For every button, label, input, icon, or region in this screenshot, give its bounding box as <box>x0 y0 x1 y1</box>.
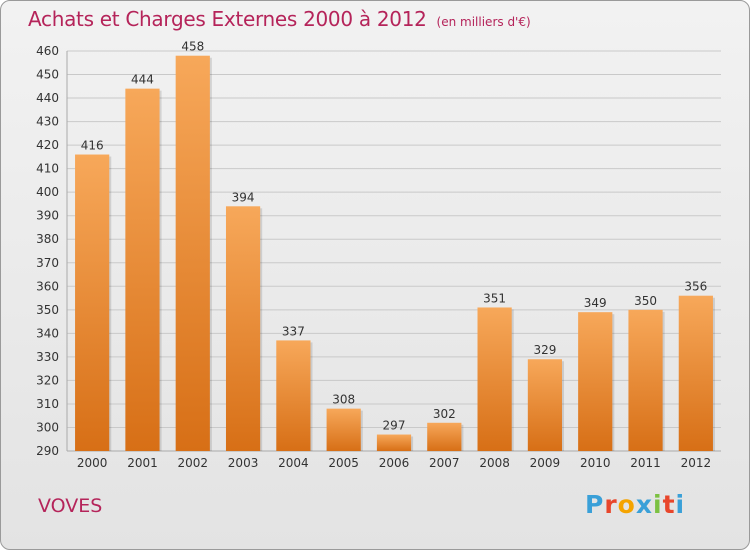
chart-title-text: Achats et Charges Externes 2000 à 2012 <box>28 7 427 31</box>
chart-subtitle: (en milliers d'€) <box>436 15 531 29</box>
y-tick-label: 340 <box>36 326 59 340</box>
bar <box>125 88 160 451</box>
y-tick-label: 290 <box>36 444 59 458</box>
x-tick-label: 2012 <box>681 456 712 470</box>
data-label: 351 <box>483 291 506 305</box>
data-label: 394 <box>232 190 255 204</box>
proxiti-logo: Proxiti <box>585 490 685 519</box>
data-label: 337 <box>282 324 305 338</box>
data-label: 329 <box>533 343 556 357</box>
bar <box>678 295 713 451</box>
chart-title: Achats et Charges Externes 2000 à 2012 (e… <box>28 7 531 31</box>
x-tick-label: 2011 <box>630 456 661 470</box>
y-tick-label: 300 <box>36 420 59 434</box>
y-tick-label: 450 <box>36 68 59 82</box>
y-tick-label: 430 <box>36 115 59 129</box>
bar <box>527 359 563 451</box>
y-tick-label: 350 <box>36 303 59 317</box>
x-tick-label: 2007 <box>429 456 460 470</box>
y-tick-label: 330 <box>36 350 59 364</box>
logo-letter: x <box>635 490 653 519</box>
data-label: 308 <box>332 393 355 407</box>
x-tick-label: 2006 <box>379 456 410 470</box>
data-label: 458 <box>181 40 204 54</box>
bar <box>628 309 663 451</box>
x-tick-label: 2003 <box>228 456 259 470</box>
y-tick-label: 460 <box>36 44 59 58</box>
logo-letter: i <box>653 490 663 519</box>
y-tick-label: 370 <box>36 256 59 270</box>
y-tick-label: 380 <box>36 232 59 246</box>
x-tick-label: 2009 <box>530 456 561 470</box>
logo-letter: i <box>675 490 686 519</box>
x-tick-label: 2001 <box>127 456 158 470</box>
data-label: 444 <box>131 73 154 87</box>
x-tick-label: 2004 <box>278 456 309 470</box>
x-tick-label: 2002 <box>177 456 208 470</box>
data-label: 416 <box>81 139 104 153</box>
y-tick-label: 390 <box>36 209 59 223</box>
bar <box>276 340 311 451</box>
data-label: 349 <box>584 296 607 310</box>
data-label: 356 <box>684 280 707 294</box>
logo-letter: P <box>585 490 605 519</box>
bar <box>225 206 261 451</box>
x-tick-label: 2008 <box>479 456 510 470</box>
y-tick-label: 320 <box>36 373 59 387</box>
logo-letter: t <box>662 490 676 519</box>
data-label: 302 <box>433 407 456 421</box>
bar <box>578 312 613 451</box>
x-tick-label: 2005 <box>328 456 359 470</box>
bar <box>376 434 412 451</box>
data-label: 350 <box>634 294 657 308</box>
y-tick-label: 360 <box>36 279 59 293</box>
bar <box>326 408 361 451</box>
bar <box>75 154 110 451</box>
place-name: VOVES <box>38 495 103 517</box>
x-tick-label: 2000 <box>77 456 108 470</box>
x-tick-label: 2010 <box>580 456 611 470</box>
data-label: 297 <box>383 419 406 433</box>
bar <box>175 55 210 452</box>
y-tick-label: 440 <box>36 91 59 105</box>
y-tick-label: 400 <box>36 185 59 199</box>
y-tick-label: 420 <box>36 138 59 152</box>
y-tick-label: 310 <box>36 397 59 411</box>
y-tick-label: 410 <box>36 162 59 176</box>
bar <box>427 422 462 451</box>
logo-letter: o <box>617 490 636 519</box>
bar <box>477 307 512 451</box>
logo-letter: r <box>604 490 618 519</box>
